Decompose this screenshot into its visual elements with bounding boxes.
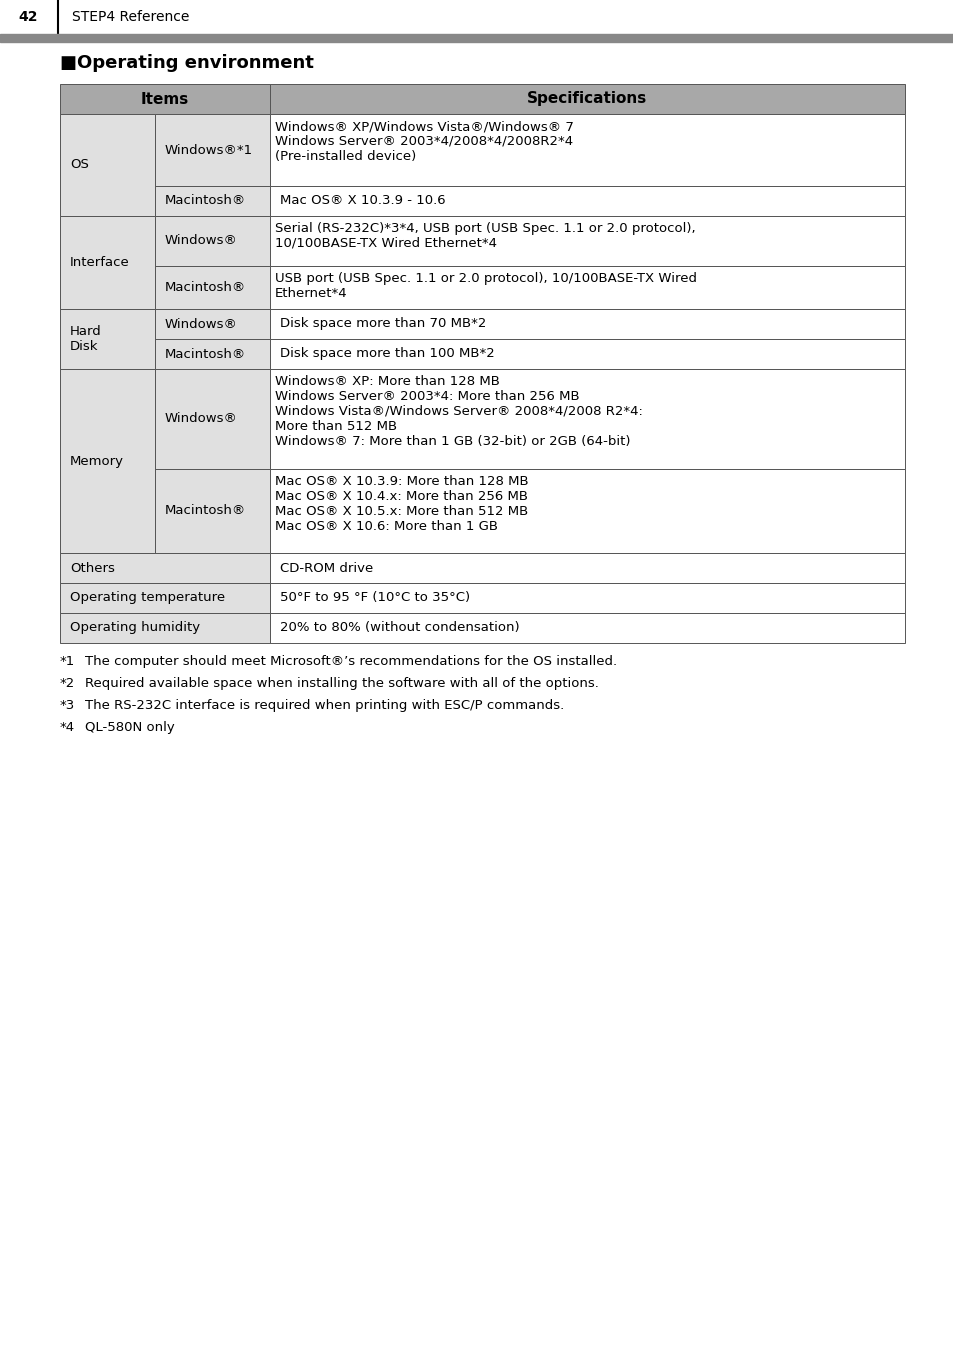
Bar [154, 114, 270, 187]
Bar [0, 34, 953, 42]
Text: Windows®: Windows® [165, 412, 237, 426]
Bar [154, 339, 270, 369]
Bar [154, 187, 270, 216]
Text: *1: *1 [60, 654, 75, 668]
Text: Windows®: Windows® [165, 318, 237, 330]
Text: Operating humidity: Operating humidity [70, 622, 200, 634]
Bar [270, 612, 904, 644]
Text: ■Operating environment: ■Operating environment [60, 54, 314, 72]
Text: Specifications: Specifications [527, 92, 647, 107]
Text: Macintosh®: Macintosh® [165, 195, 246, 207]
Bar [154, 216, 270, 266]
Text: OS: OS [70, 158, 89, 172]
Bar [270, 469, 904, 553]
Bar [60, 114, 154, 216]
Text: Items: Items [141, 92, 189, 107]
Text: Macintosh®: Macintosh® [165, 504, 246, 518]
Text: CD-ROM drive: CD-ROM drive [280, 561, 373, 575]
Text: The RS-232C interface is required when printing with ESC/P commands.: The RS-232C interface is required when p… [85, 699, 563, 713]
Text: *2: *2 [60, 677, 75, 690]
Text: Serial (RS-232C)*3*4, USB port (USB Spec. 1.1 or 2.0 protocol),
10/100BASE-TX Wi: Serial (RS-232C)*3*4, USB port (USB Spec… [274, 222, 695, 250]
Text: Mac OS® X 10.3.9 - 10.6: Mac OS® X 10.3.9 - 10.6 [280, 195, 445, 207]
Bar [60, 310, 154, 369]
Text: Disk space more than 70 MB*2: Disk space more than 70 MB*2 [280, 318, 486, 330]
Text: Memory: Memory [70, 454, 124, 468]
Text: 20% to 80% (without condensation): 20% to 80% (without condensation) [280, 622, 519, 634]
Text: Windows®: Windows® [165, 234, 237, 247]
Text: Mac OS® X 10.3.9: More than 128 MB
Mac OS® X 10.4.x: More than 256 MB
Mac OS® X : Mac OS® X 10.3.9: More than 128 MB Mac O… [274, 475, 528, 533]
Bar [60, 612, 270, 644]
Bar [154, 266, 270, 310]
Text: Macintosh®: Macintosh® [165, 347, 246, 361]
Bar [270, 339, 904, 369]
Bar [154, 469, 270, 553]
Bar [60, 553, 270, 583]
Text: *4: *4 [60, 721, 75, 734]
Text: Windows® XP: More than 128 MB
Windows Server® 2003*4: More than 256 MB
Windows V: Windows® XP: More than 128 MB Windows Se… [274, 375, 642, 448]
Bar [270, 216, 904, 266]
Text: Required available space when installing the software with all of the options.: Required available space when installing… [85, 677, 598, 690]
Bar [270, 583, 904, 612]
Bar [270, 114, 904, 187]
Bar [60, 583, 270, 612]
Text: Macintosh®: Macintosh® [165, 281, 246, 293]
Text: Windows® XP/Windows Vista®/Windows® 7
Windows Server® 2003*4/2008*4/2008R2*4
(Pr: Windows® XP/Windows Vista®/Windows® 7 Wi… [274, 120, 574, 164]
Bar [154, 369, 270, 469]
Text: Operating temperature: Operating temperature [70, 592, 225, 604]
Text: USB port (USB Spec. 1.1 or 2.0 protocol), 10/100BASE-TX Wired
Ethernet*4: USB port (USB Spec. 1.1 or 2.0 protocol)… [274, 272, 697, 300]
Text: QL-580N only: QL-580N only [85, 721, 174, 734]
Text: Hard
Disk: Hard Disk [70, 324, 102, 353]
Bar [270, 369, 904, 469]
Text: *3: *3 [60, 699, 75, 713]
Text: 42: 42 [18, 9, 38, 24]
Text: Interface: Interface [70, 256, 130, 269]
Text: 50°F to 95 °F (10°C to 35°C): 50°F to 95 °F (10°C to 35°C) [280, 592, 470, 604]
Bar [60, 369, 154, 553]
Bar [60, 216, 154, 310]
Text: Disk space more than 100 MB*2: Disk space more than 100 MB*2 [280, 347, 495, 361]
Text: The computer should meet Microsoft®’s recommendations for the OS installed.: The computer should meet Microsoft®’s re… [85, 654, 617, 668]
Bar [270, 310, 904, 339]
Bar [270, 266, 904, 310]
Bar [270, 553, 904, 583]
Bar [270, 84, 904, 114]
Bar [154, 310, 270, 339]
Text: Windows®*1: Windows®*1 [165, 143, 253, 157]
Bar [270, 187, 904, 216]
Text: Others: Others [70, 561, 114, 575]
Bar [60, 84, 270, 114]
Text: STEP4 Reference: STEP4 Reference [71, 9, 190, 24]
